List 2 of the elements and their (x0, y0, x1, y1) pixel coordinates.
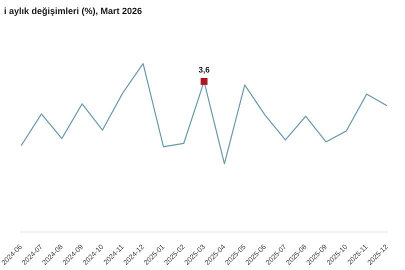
annotation: 3,6 (198, 65, 210, 74)
chart-title: i aylık değişimleri (%), Mart 2026 (4, 6, 142, 16)
